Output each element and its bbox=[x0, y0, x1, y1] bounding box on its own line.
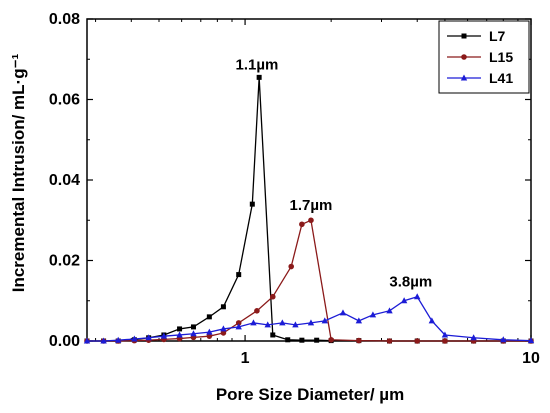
data-point-l41 bbox=[307, 319, 315, 326]
series-group bbox=[83, 74, 535, 344]
ticks-group: 0.00 0.02 0.04 0.06 0.08 1 10 bbox=[49, 11, 540, 367]
data-point-l41 bbox=[235, 323, 242, 330]
data-point-l7 bbox=[206, 314, 212, 320]
data-point-l41 bbox=[264, 321, 271, 328]
data-point-l41 bbox=[145, 334, 152, 341]
peak-annotation: 1.1µm bbox=[235, 56, 278, 73]
data-point-l41 bbox=[83, 337, 91, 344]
annotation-group: 1.1µm 1.7µm 3.8µm bbox=[235, 56, 432, 290]
data-point-l7 bbox=[177, 326, 183, 332]
peak-annotation: 3.8µm bbox=[389, 274, 432, 291]
data-point-l15 bbox=[442, 338, 448, 344]
data-point-l7 bbox=[285, 337, 291, 343]
data-point-l15 bbox=[288, 263, 295, 270]
data-point-l7 bbox=[220, 304, 226, 310]
data-point-l41 bbox=[131, 335, 138, 342]
data-point-l7 bbox=[249, 201, 255, 207]
y-tick-label: 0.02 bbox=[49, 253, 80, 270]
legend-label-l41: L41 bbox=[489, 70, 513, 86]
data-point-l41 bbox=[369, 311, 377, 318]
data-point-l41 bbox=[470, 334, 477, 341]
data-point-l15 bbox=[254, 308, 260, 314]
data-point-l7 bbox=[236, 272, 242, 278]
data-point-l41 bbox=[250, 319, 257, 326]
data-point-l7 bbox=[299, 337, 305, 343]
series-l41 bbox=[83, 293, 535, 344]
data-point-l41 bbox=[176, 331, 183, 338]
data-point-l41 bbox=[400, 297, 408, 304]
data-point-l7 bbox=[270, 332, 276, 338]
y-tick-label: 0.00 bbox=[49, 333, 80, 350]
data-point-l15 bbox=[220, 330, 227, 336]
data-point-l15 bbox=[414, 338, 421, 344]
x-tick-label: 1 bbox=[241, 350, 250, 367]
data-point-l41 bbox=[441, 331, 449, 338]
y-tick-label: 0.08 bbox=[49, 11, 80, 28]
legend-marker-l7 bbox=[461, 33, 467, 39]
data-point-l41 bbox=[386, 307, 393, 314]
data-point-l7 bbox=[314, 337, 320, 343]
data-point-l15 bbox=[356, 337, 362, 344]
data-point-l41 bbox=[279, 319, 286, 326]
data-point-l41 bbox=[220, 325, 227, 332]
legend-marker-l41 bbox=[460, 74, 468, 81]
data-point-l7 bbox=[256, 74, 262, 80]
data-point-l41 bbox=[414, 293, 421, 300]
legend-label-l7: L7 bbox=[489, 28, 506, 44]
data-point-l15 bbox=[308, 217, 314, 224]
data-point-l7 bbox=[190, 324, 196, 330]
legend: L7 L15 L41 bbox=[438, 20, 530, 94]
data-point-l41 bbox=[321, 317, 328, 324]
data-point-l41 bbox=[500, 336, 507, 343]
legend-label-l15: L15 bbox=[489, 49, 513, 65]
data-point-l41 bbox=[527, 337, 535, 344]
data-point-l41 bbox=[355, 317, 363, 324]
legend-marker-l15 bbox=[461, 54, 467, 60]
y-tick-label: 0.04 bbox=[49, 172, 80, 189]
series-line-l41 bbox=[87, 295, 532, 342]
data-point-l15 bbox=[299, 221, 305, 228]
data-point-l41 bbox=[115, 336, 122, 343]
x-axis-title: Pore Size Diameter/ µm bbox=[216, 385, 404, 404]
data-point-l41 bbox=[428, 317, 436, 324]
data-point-l41 bbox=[100, 337, 107, 344]
data-point-l15 bbox=[269, 293, 276, 300]
data-point-l41 bbox=[160, 332, 168, 339]
data-point-l41 bbox=[292, 321, 299, 328]
data-point-l41 bbox=[206, 328, 213, 335]
data-point-l15 bbox=[235, 320, 242, 326]
peak-annotation: 1.7µm bbox=[290, 197, 333, 214]
data-point-l15 bbox=[328, 336, 334, 343]
data-point-l41 bbox=[190, 330, 197, 337]
x-tick-label: 10 bbox=[522, 350, 540, 367]
data-point-l15 bbox=[386, 338, 393, 344]
y-axis-title: Incremental Intrusion/ mL·g⁻¹ bbox=[9, 53, 28, 292]
data-point-l15 bbox=[206, 333, 213, 339]
y-tick-label: 0.06 bbox=[49, 92, 80, 109]
data-point-l41 bbox=[339, 309, 347, 316]
